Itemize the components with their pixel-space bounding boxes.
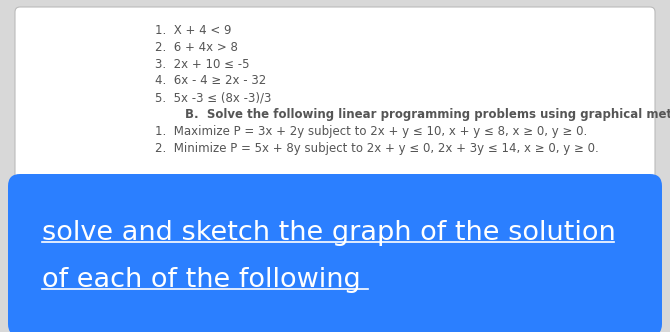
Text: 2.  6 + 4x > 8: 2. 6 + 4x > 8 xyxy=(155,41,238,54)
Text: 1.  Maximize P = 3x + 2y subject to 2x + y ≤ 10, x + y ≤ 8, x ≥ 0, y ≥ 0.: 1. Maximize P = 3x + 2y subject to 2x + … xyxy=(155,125,587,138)
Text: of each of the following: of each of the following xyxy=(42,267,360,293)
Text: 1.  X + 4 < 9: 1. X + 4 < 9 xyxy=(155,24,232,37)
Text: 3.  2x + 10 ≤ -5: 3. 2x + 10 ≤ -5 xyxy=(155,57,249,71)
FancyBboxPatch shape xyxy=(15,7,655,179)
Text: B.  Solve the following linear programming problems using graphical method:: B. Solve the following linear programmin… xyxy=(185,108,670,121)
Text: 2.  Minimize P = 5x + 8y subject to 2x + y ≤ 0, 2x + 3y ≤ 14, x ≥ 0, y ≥ 0.: 2. Minimize P = 5x + 8y subject to 2x + … xyxy=(155,142,599,155)
Text: 5.  5x -3 ≤ (8x -3)/3: 5. 5x -3 ≤ (8x -3)/3 xyxy=(155,91,271,104)
Text: 4.  6x - 4 ≥ 2x - 32: 4. 6x - 4 ≥ 2x - 32 xyxy=(155,74,266,87)
Text: solve and sketch the graph of the solution: solve and sketch the graph of the soluti… xyxy=(42,220,616,246)
FancyBboxPatch shape xyxy=(8,174,662,332)
